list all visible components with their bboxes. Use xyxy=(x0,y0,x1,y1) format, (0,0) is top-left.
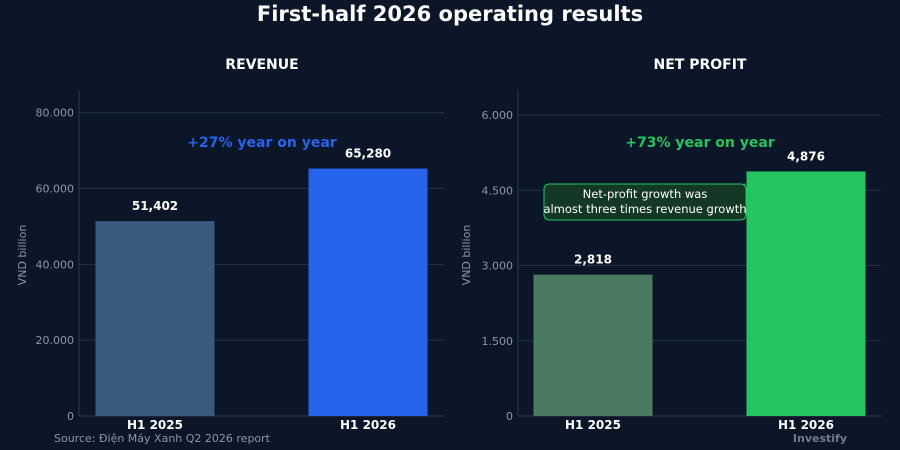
bar-value-label: 51,402 xyxy=(132,199,178,213)
bar-h1-2025 xyxy=(95,221,215,416)
growth-annotation: +27% year on year xyxy=(187,135,336,151)
x-tick-label: H1 2025 xyxy=(127,418,183,432)
y-axis-label: VND billion xyxy=(16,225,29,286)
brand-watermark: Investify xyxy=(792,432,847,445)
bar-value-label: 65,280 xyxy=(345,147,391,161)
y-tick-label: 40.000 xyxy=(36,258,75,271)
y-tick-label: 60.000 xyxy=(36,183,75,196)
y-tick-label: 80.000 xyxy=(36,107,75,120)
panel-title: REVENUE xyxy=(225,57,298,73)
page-title: First-half 2026 operating results xyxy=(256,2,644,26)
y-tick-label: 20.000 xyxy=(36,334,75,347)
x-tick-label: H1 2026 xyxy=(340,418,396,432)
source-note: Source: Điện Máy Xanh Q2 2026 report xyxy=(54,432,270,445)
bar-h1-2026 xyxy=(308,168,428,416)
y-tick-label: 0 xyxy=(67,410,74,423)
